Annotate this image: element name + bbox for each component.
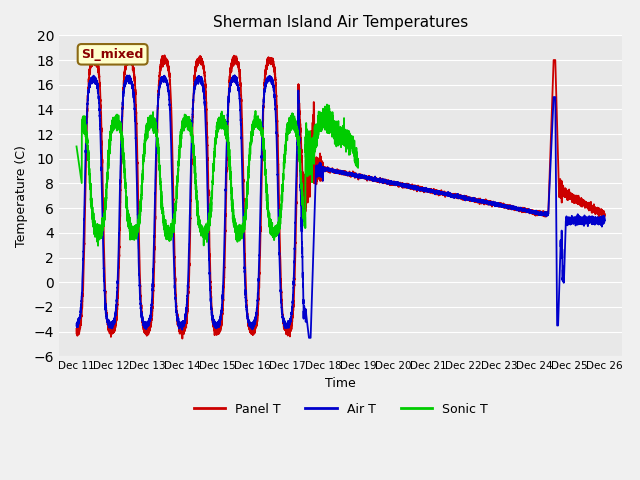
Air T [264,78,271,84]
Air T [73,321,81,327]
Air T [408,183,416,189]
Air T [231,72,239,78]
Panel T [264,61,271,67]
Legend: Panel T, Air T, Sonic T: Panel T, Air T, Sonic T [189,398,493,420]
Sonic T [264,200,271,206]
Sonic T [99,221,107,227]
Air T [305,335,313,341]
Panel T [73,326,81,332]
Line: Panel T: Panel T [77,55,605,338]
Air T [601,217,609,223]
Air T [492,203,500,208]
X-axis label: Time: Time [325,377,356,390]
Panel T [408,181,416,187]
Line: Air T: Air T [77,75,605,338]
Panel T [601,213,609,219]
Text: SI_mixed: SI_mixed [81,48,144,61]
Panel T [179,336,186,341]
Y-axis label: Temperature (C): Temperature (C) [15,145,28,247]
Title: Sherman Island Air Temperatures: Sherman Island Air Temperatures [213,15,468,30]
Panel T [161,52,168,58]
Sonic T [73,144,81,149]
Air T [464,196,472,202]
Line: Sonic T: Sonic T [77,105,358,246]
Panel T [385,180,393,185]
Panel T [99,199,107,205]
Air T [99,242,107,248]
Air T [385,179,393,185]
Panel T [464,196,472,202]
Panel T [492,201,500,206]
